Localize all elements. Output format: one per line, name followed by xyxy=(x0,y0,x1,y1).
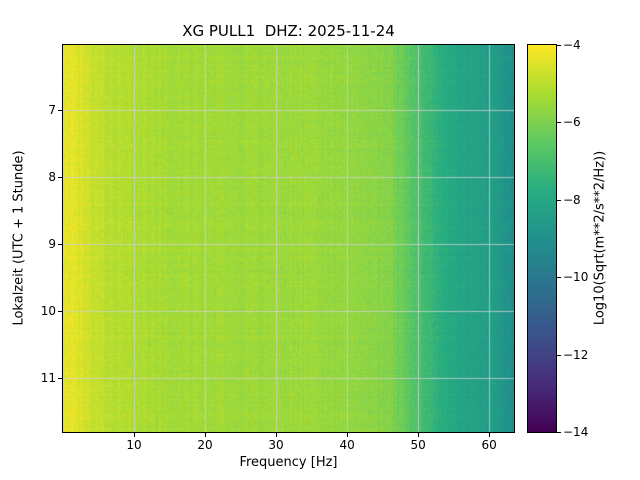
y-tick-mark xyxy=(58,176,62,178)
colorbar-tick-label: −6 xyxy=(563,115,581,130)
x-tick-label: 40 xyxy=(339,438,355,452)
colorbar-tick-label: −4 xyxy=(563,38,581,52)
colorbar-tick-mark xyxy=(557,45,561,46)
y-tick-mark xyxy=(58,109,62,111)
y-tick-label: 8 xyxy=(48,169,56,184)
colorbar-tick-mark xyxy=(557,199,561,201)
y-tick-mark xyxy=(58,377,62,379)
y-tick-mark xyxy=(58,243,62,245)
colorbar-tick-label: −12 xyxy=(563,347,589,362)
x-tick-label: 20 xyxy=(197,438,213,452)
colorbar-tick-mark xyxy=(557,432,561,433)
colorbar-tick-label: −14 xyxy=(563,425,589,439)
x-tick-label: 50 xyxy=(410,438,426,452)
x-tick-mark xyxy=(418,433,420,437)
colorbar-tick-label: −8 xyxy=(563,192,581,207)
x-axis-label: Frequency [Hz] xyxy=(239,455,338,470)
y-tick-label: 9 xyxy=(48,236,56,251)
colorbar-tick-mark xyxy=(557,277,561,279)
chart-title: XG PULL1 DHZ: 2025-11-24 xyxy=(182,22,395,40)
colorbar-tick-mark xyxy=(557,354,561,356)
x-tick-label: 30 xyxy=(268,438,284,452)
colorbar-gradient xyxy=(528,45,556,432)
spectrogram-canvas xyxy=(63,45,514,432)
colorbar-label: Log10(Sqrt(m**2/s**2/Hz)) xyxy=(592,150,608,326)
y-tick-mark xyxy=(58,310,62,312)
colorbar xyxy=(527,44,557,433)
x-tick-mark xyxy=(276,433,278,437)
y-tick-label: 11 xyxy=(40,370,56,385)
x-tick-mark xyxy=(134,433,136,437)
x-tick-mark xyxy=(205,433,207,437)
x-tick-mark xyxy=(347,433,349,437)
y-tick-label: 10 xyxy=(40,303,56,318)
x-tick-mark xyxy=(489,433,491,437)
plot-area xyxy=(62,44,515,433)
colorbar-tick-mark xyxy=(557,122,561,124)
colorbar-tick-label: −10 xyxy=(563,270,589,285)
x-tick-label: 60 xyxy=(481,438,497,452)
x-tick-label: 10 xyxy=(126,438,142,452)
y-tick-label: 7 xyxy=(48,102,56,117)
